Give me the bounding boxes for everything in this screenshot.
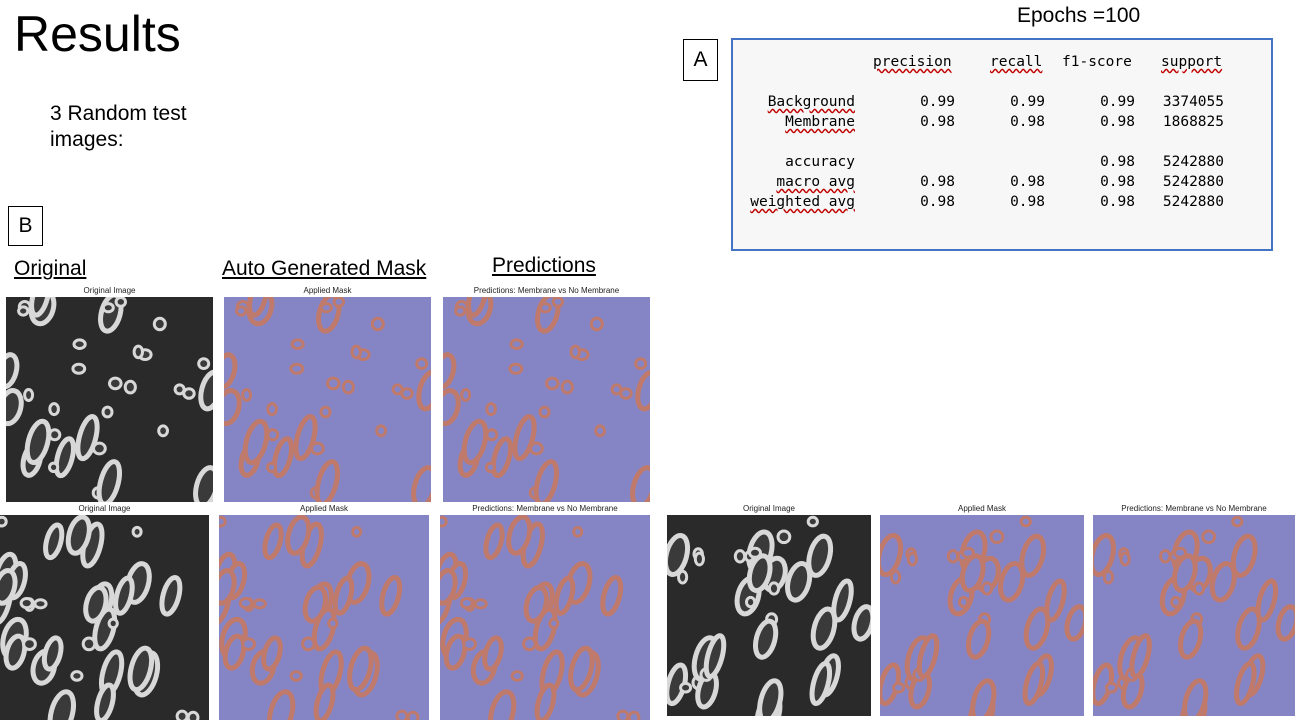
panel-title-original: Original Image [742, 504, 796, 513]
column-heading-predictions: Predictions [492, 254, 596, 277]
panel-title-original: Original Image [83, 286, 136, 295]
original-image-3 [667, 515, 871, 716]
report-cell: 0.98 [1010, 174, 1045, 190]
report-cell: 0.98 [1100, 154, 1135, 170]
report-cell: 5242880 [1162, 194, 1224, 210]
report-cell: 0.98 [920, 114, 955, 130]
panel-title-mask: Applied Mask [299, 504, 349, 513]
report-cell: 0.98 [1010, 194, 1045, 210]
original-image-1 [6, 297, 213, 502]
report-header-precision: precision [873, 54, 952, 70]
report-cell: 1868825 [1162, 114, 1224, 130]
report-header-recall: recall [990, 54, 1043, 70]
classification-report: precision recall f1-score support Backgr… [731, 38, 1273, 251]
report-cell: 0.99 [1100, 94, 1135, 110]
report-row-label: accuracy [785, 154, 855, 170]
report-header-support: support [1161, 54, 1223, 70]
report-cell: 5242880 [1162, 154, 1224, 170]
report-row-label: Background [767, 94, 855, 110]
report-header-f1: f1-score [1062, 54, 1132, 70]
panel-title-mask: Applied Mask [303, 286, 352, 295]
prediction-image-2 [440, 515, 650, 720]
report-cell: 0.99 [920, 94, 955, 110]
panel-title-prediction: Predictions: Membrane vs No Membrane [1121, 504, 1267, 513]
subtitle: 3 Random test images: [50, 102, 187, 151]
prediction-image-1 [443, 297, 650, 502]
label-a: A [683, 39, 718, 81]
mask-image-2 [219, 515, 429, 720]
panel-title-original: Original Image [78, 504, 131, 513]
original-image-2 [0, 515, 209, 720]
epochs-label: Epochs =100 [1017, 4, 1141, 27]
report-cell: 0.98 [920, 194, 955, 210]
mask-image-1 [224, 297, 431, 502]
report-cell: 0.98 [1100, 114, 1135, 130]
report-cell: 0.99 [1010, 94, 1045, 110]
slide-title: Results [14, 6, 181, 62]
report-cell: 5242880 [1162, 174, 1224, 190]
column-heading-original: Original [14, 257, 87, 280]
report-cell: 3374055 [1162, 94, 1224, 110]
report-row-label: Membrane [785, 114, 855, 130]
label-b: B [8, 206, 43, 246]
report-row-label: weighted avg [750, 194, 855, 210]
report-cell: 0.98 [1010, 114, 1045, 130]
mask-image-3 [880, 515, 1084, 716]
report-row-label: macro avg [776, 174, 855, 190]
panel-title-prediction: Predictions: Membrane vs No Membrane [473, 286, 620, 295]
prediction-image-3 [1093, 515, 1295, 716]
panel-title-mask: Applied Mask [957, 504, 1007, 513]
report-cell: 0.98 [920, 174, 955, 190]
report-cell: 0.98 [1100, 174, 1135, 190]
report-cell: 0.98 [1100, 194, 1135, 210]
panel-title-prediction: Predictions: Membrane vs No Membrane [472, 504, 618, 513]
column-heading-mask: Auto Generated Mask [222, 257, 427, 280]
